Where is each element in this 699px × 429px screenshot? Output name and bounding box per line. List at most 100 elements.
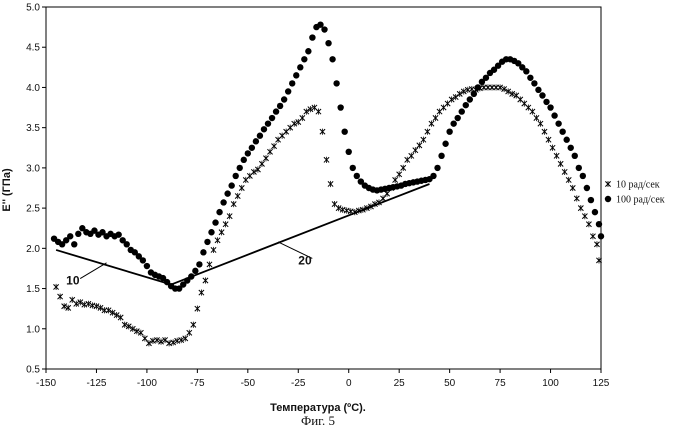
- data-point: [551, 112, 557, 118]
- data-point: [554, 153, 559, 159]
- y-tick-label: 3.5: [26, 123, 40, 134]
- legend-entry-1: 10 рад/сек: [605, 180, 659, 191]
- data-point: [305, 48, 311, 54]
- data-point: [547, 104, 553, 110]
- data-point: [289, 80, 295, 86]
- data-point: [341, 128, 347, 134]
- data-point: [586, 221, 591, 227]
- data-point: [53, 284, 58, 290]
- data-point: [354, 173, 360, 179]
- data-point: [228, 182, 234, 188]
- data-point: [321, 26, 327, 32]
- data-point: [271, 143, 276, 149]
- data-point: [546, 137, 551, 143]
- data-point: [539, 92, 545, 98]
- y-tick-label: 1.5: [26, 284, 40, 295]
- data-point: [594, 241, 599, 247]
- data-point: [277, 103, 283, 109]
- data-point: [346, 149, 352, 155]
- data-point: [578, 205, 583, 211]
- data-point: [285, 88, 291, 94]
- data-point: [219, 229, 224, 235]
- data-point: [442, 141, 448, 147]
- data-point: [231, 201, 236, 207]
- data-point: [576, 165, 582, 171]
- x-tick-label: -25: [291, 378, 306, 389]
- x-tick-label: 125: [593, 378, 610, 389]
- data-point: [450, 120, 456, 126]
- data-point: [531, 80, 537, 86]
- data-point: [211, 247, 216, 253]
- x-tick-label: -125: [86, 378, 106, 389]
- data-point: [566, 177, 571, 183]
- data-point: [245, 150, 251, 156]
- data-point: [550, 145, 555, 151]
- x-tick-label: 75: [495, 378, 507, 389]
- data-point: [459, 108, 465, 114]
- data-point: [534, 115, 539, 121]
- data-point: [293, 72, 299, 78]
- y-tick-label: 5.0: [26, 3, 40, 14]
- annotation-label: 10: [66, 274, 80, 288]
- data-point: [471, 91, 477, 97]
- data-point: [261, 126, 267, 132]
- data-point: [590, 233, 595, 239]
- data-point: [438, 153, 444, 159]
- data-point: [144, 263, 150, 269]
- data-point: [393, 177, 398, 183]
- x-axis-ticks: -150-125-100-75-50-250255075100125: [36, 369, 610, 389]
- y-tick-label: 4.0: [26, 83, 40, 94]
- data-point: [433, 115, 438, 121]
- data-point: [592, 209, 598, 215]
- data-point: [220, 199, 226, 205]
- data-point: [224, 190, 230, 196]
- x-tick-label: 0: [346, 378, 352, 389]
- x-tick-label: -150: [36, 378, 56, 389]
- series-10-rad-sec: [53, 84, 601, 346]
- data-point: [527, 75, 533, 81]
- data-point: [570, 185, 575, 191]
- data-point: [259, 161, 264, 167]
- data-point: [397, 171, 402, 177]
- data-point: [200, 249, 206, 255]
- data-point: [297, 64, 303, 70]
- data-point: [187, 330, 192, 336]
- data-point: [523, 68, 529, 74]
- data-point: [337, 104, 343, 110]
- data-point: [215, 237, 220, 243]
- data-point: [325, 40, 331, 46]
- series-100-rad-sec: [51, 21, 604, 291]
- data-point: [467, 96, 473, 102]
- data-point: [233, 173, 239, 179]
- dot-marker-icon: [605, 196, 611, 202]
- data-point: [584, 185, 590, 191]
- data-point: [434, 165, 440, 171]
- y-axis-title: E'' (ГПа): [1, 168, 13, 212]
- cross-marker-icon: [605, 181, 610, 187]
- data-point: [568, 145, 574, 151]
- data-point: [563, 137, 569, 143]
- data-point: [446, 128, 452, 134]
- data-point: [267, 149, 272, 155]
- data-point: [542, 129, 547, 135]
- data-point: [167, 340, 172, 346]
- data-point: [425, 129, 430, 135]
- data-point: [582, 213, 587, 219]
- data-point: [329, 56, 335, 62]
- data-point: [223, 221, 228, 227]
- data-point: [203, 277, 208, 283]
- data-point: [249, 145, 255, 151]
- data-point: [58, 294, 63, 300]
- data-point: [235, 193, 240, 199]
- data-point: [204, 239, 210, 245]
- data-point: [216, 209, 222, 215]
- data-point: [596, 221, 602, 227]
- y-tick-label: 2.0: [26, 244, 40, 255]
- data-point: [301, 56, 307, 62]
- y-tick-label: 1.0: [26, 324, 40, 335]
- data-point: [535, 87, 541, 93]
- data-point: [430, 173, 436, 179]
- data-point: [253, 138, 259, 144]
- legend: 10 рад/сек 100 рад/сек: [605, 180, 665, 206]
